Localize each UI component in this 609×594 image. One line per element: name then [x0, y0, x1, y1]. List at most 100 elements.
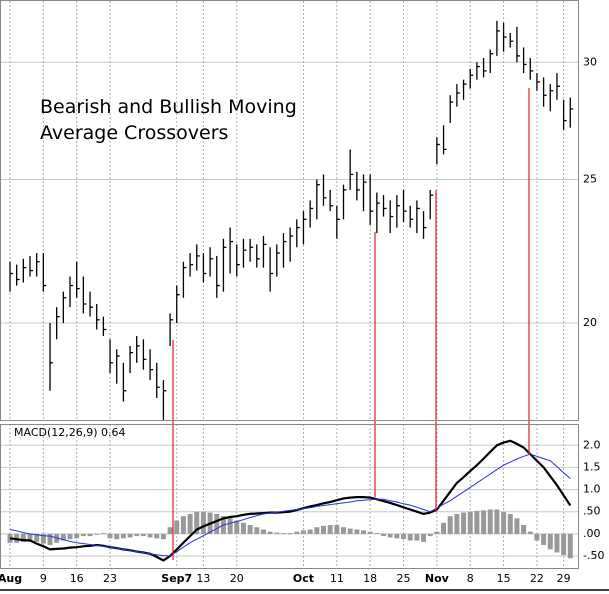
- macd-frame: [0, 424, 579, 569]
- histogram-bar: [47, 533, 53, 545]
- histogram-bar: [34, 533, 40, 542]
- histogram-bar: [414, 533, 420, 541]
- histogram-bar: [427, 533, 433, 537]
- histogram-bar: [267, 531, 273, 534]
- y-tick-label: 2.0: [583, 438, 601, 451]
- histogram-bar: [334, 525, 340, 534]
- histogram-bar: [234, 520, 240, 534]
- histogram-bar: [67, 533, 73, 540]
- histogram-bar: [407, 533, 413, 541]
- x-tick-label: 8: [467, 572, 474, 585]
- x-tick-label: 13: [196, 572, 210, 585]
- histogram-bar: [314, 527, 320, 534]
- x-tick-label: 29: [557, 572, 571, 585]
- histogram-bar: [547, 533, 553, 550]
- histogram-bar: [114, 533, 120, 540]
- x-tick-label: Nov: [425, 572, 450, 585]
- histogram-bar: [134, 533, 140, 537]
- x-tick-label: Aug: [0, 572, 22, 585]
- histogram-bar: [527, 531, 533, 534]
- y-tick-label: .00: [583, 527, 601, 540]
- histogram-bar: [554, 533, 560, 553]
- histogram-bar: [240, 522, 246, 534]
- histogram-bar: [381, 533, 387, 537]
- macd-line: [9, 453, 571, 557]
- histogram-bar: [387, 533, 393, 538]
- histogram-bar: [167, 527, 173, 534]
- grid: 20 25 30 2.0 1.5 1.0 .50 .00 -.50 Aug 9 16 23 Sep7 13 2…: [0, 1, 604, 585]
- x-tick-label: 22: [530, 572, 544, 585]
- histogram-bar: [507, 513, 513, 534]
- histogram-bar: [260, 529, 266, 534]
- x-tick-label: 16: [70, 572, 84, 585]
- histogram-bar: [534, 533, 540, 541]
- y-tick-label: 25: [583, 173, 597, 186]
- histogram-bar: [421, 533, 427, 542]
- histogram-bar: [307, 529, 313, 534]
- histogram-bar: [394, 533, 400, 539]
- histogram-bar: [320, 525, 326, 534]
- histogram-bar: [74, 533, 80, 539]
- histogram-bar: [147, 533, 153, 538]
- histogram-bar: [474, 510, 480, 534]
- histogram-bar: [60, 533, 66, 541]
- histogram-bar: [514, 518, 520, 534]
- histogram-bar: [361, 530, 367, 534]
- x-tick-label: 11: [330, 572, 344, 585]
- histogram-bar: [140, 533, 146, 537]
- x-tick-label: 15: [497, 572, 511, 585]
- histogram-bar: [287, 532, 293, 534]
- histogram-bar: [194, 511, 200, 534]
- histogram-bar: [487, 509, 493, 534]
- histogram-bar: [374, 532, 380, 534]
- y-tick-label: 20: [583, 316, 597, 329]
- histogram-bar: [87, 533, 93, 537]
- histogram-bar: [541, 533, 547, 545]
- x-tick-label: 9: [40, 572, 47, 585]
- histogram-bar: [461, 512, 467, 534]
- y-tick-label: 30: [583, 55, 597, 68]
- histogram-bar: [447, 516, 453, 534]
- histogram-bar: [454, 513, 460, 534]
- histogram-bar: [521, 525, 527, 534]
- histogram-bar: [434, 531, 440, 534]
- histogram-bar: [27, 533, 33, 541]
- histogram-bar: [347, 528, 353, 534]
- crossover-lines: [172, 88, 530, 560]
- histogram-bar: [120, 533, 126, 539]
- x-tick-label: 18: [363, 572, 377, 585]
- histogram-bar: [254, 527, 260, 534]
- histogram-bar: [20, 533, 26, 542]
- x-tick-label: 25: [397, 572, 411, 585]
- histogram-bar: [494, 509, 500, 534]
- x-tick-label: 20: [230, 572, 244, 585]
- histogram-bar: [94, 533, 100, 535]
- histogram-bar: [367, 531, 373, 534]
- histogram-bar: [567, 533, 573, 559]
- histogram-bar: [154, 533, 160, 539]
- histogram-bar: [481, 510, 487, 534]
- marks: [7, 20, 574, 562]
- histogram-bar: [160, 533, 166, 540]
- histogram-bar: [341, 527, 346, 534]
- histogram-bar: [40, 533, 46, 544]
- histogram-bar: [294, 531, 300, 534]
- histogram-bar: [107, 533, 113, 539]
- histogram-bar: [80, 533, 86, 537]
- price-frame: [0, 0, 579, 421]
- histogram-bar: [561, 533, 567, 556]
- histogram-bar: [501, 511, 507, 534]
- y-tick-label: .50: [583, 505, 601, 518]
- histogram-bar: [401, 533, 407, 540]
- histogram-bar: [247, 525, 253, 534]
- histogram-bar: [354, 529, 360, 534]
- histogram-bar: [441, 522, 447, 534]
- histogram-bar: [187, 513, 193, 534]
- histogram-bar: [327, 525, 333, 534]
- y-tick-label: 1.0: [583, 483, 601, 496]
- y-tick-label: 1.5: [583, 460, 601, 473]
- y-tick-label: -.50: [583, 549, 604, 562]
- histogram-bar: [200, 511, 206, 534]
- macd-label: MACD(12,26,9) 0.64: [14, 426, 126, 439]
